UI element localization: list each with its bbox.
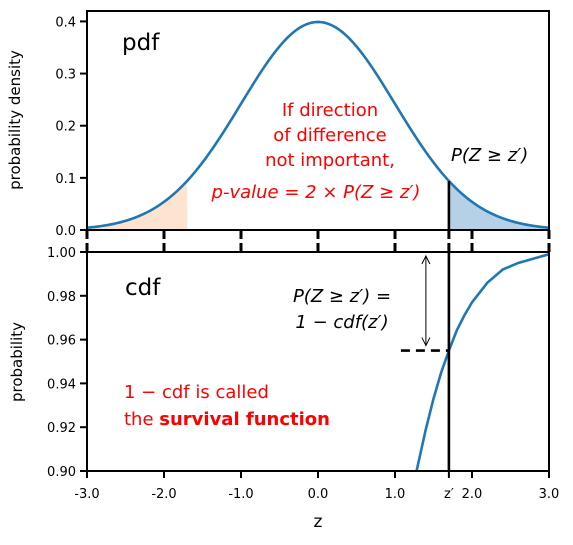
cdf-curve (415, 252, 550, 472)
pdf-panel: 0.00.10.20.30.4 pdf probability density … (6, 10, 551, 239)
annotation-line-2: of difference (273, 125, 386, 146)
tail-probability-label: P(Z ≥ z′) (451, 145, 528, 166)
cdf-x-tick-label: -2.0 (151, 487, 176, 502)
cdf-y-tick-label: 0.96 (47, 334, 76, 349)
equation-line-2: 1 − cdf(z′) (295, 312, 388, 333)
cdf-x-tick-label: 1.0 (385, 487, 406, 502)
x-axis-label: z (314, 512, 323, 532)
cdf-panel-label: cdf (125, 275, 161, 301)
cdf-x-ticks: -3.0 -2.0 -1.0 0.0 1.0 z′ 2.0 3.0 (74, 243, 559, 502)
cdf-y-tick-label: 0.90 (47, 465, 76, 480)
cdf-x-tick-label: 3.0 (539, 487, 560, 502)
survival-arrow-head-top (421, 254, 431, 265)
pdf-y-tick-label: 0.2 (55, 120, 76, 135)
pdf-panel-label: pdf (122, 30, 160, 56)
left-tail-shading (87, 180, 188, 230)
cdf-x-tick-label: -1.0 (228, 487, 253, 502)
cdf-x-tick-label: z′ (444, 487, 454, 502)
right-tail-shading (448, 180, 549, 230)
cdf-y-axis-label: probability (8, 322, 26, 402)
cdf-y-tick-label: 0.92 (47, 421, 76, 436)
pdf-y-ticks: 0.0 0.1 0.2 0.3 0.4 (55, 15, 87, 239)
pdf-y-tick-label: 0.4 (55, 15, 76, 30)
pdf-y-tick-label: 0.0 (55, 224, 76, 239)
pdf-y-tick-label: 0.1 (55, 172, 76, 187)
pdf-y-axis-label: probability density (6, 50, 24, 190)
annotation-line-3: not important, (265, 150, 395, 171)
cdf-y-ticks: 0.90 0.92 0.94 0.96 0.98 1.00 (47, 246, 87, 480)
survival-line-2: the survival function (124, 409, 330, 430)
pdf-curve (86, 20, 550, 229)
pvalue-annotation: p-value = 2 × P(Z ≥ z′) (211, 182, 421, 203)
annotation-line-1: If direction (282, 100, 378, 121)
survival-arrow-head-bottom (421, 337, 431, 347)
cdf-y-tick-label: 1.00 (47, 246, 76, 261)
cdf-y-tick-label: 0.94 (47, 377, 76, 392)
cdf-x-tick-label: -3.0 (74, 487, 99, 502)
cdf-x-tick-label: 0.0 (308, 487, 329, 502)
cdf-panel: 0.90 0.92 0.94 0.96 0.98 1.00 -3.0 -2.0 -1.0 0.0… (8, 243, 559, 532)
cdf-y-tick-label: 0.98 (47, 290, 76, 305)
cdf-x-tick-label: 2.0 (462, 487, 483, 502)
equation-line-1: P(Z ≥ z′) = (293, 286, 391, 307)
pdf-y-tick-label: 0.3 (55, 68, 76, 83)
pdf-x-ticks (85, 230, 551, 239)
survival-line-1: 1 − cdf is called (124, 382, 269, 403)
